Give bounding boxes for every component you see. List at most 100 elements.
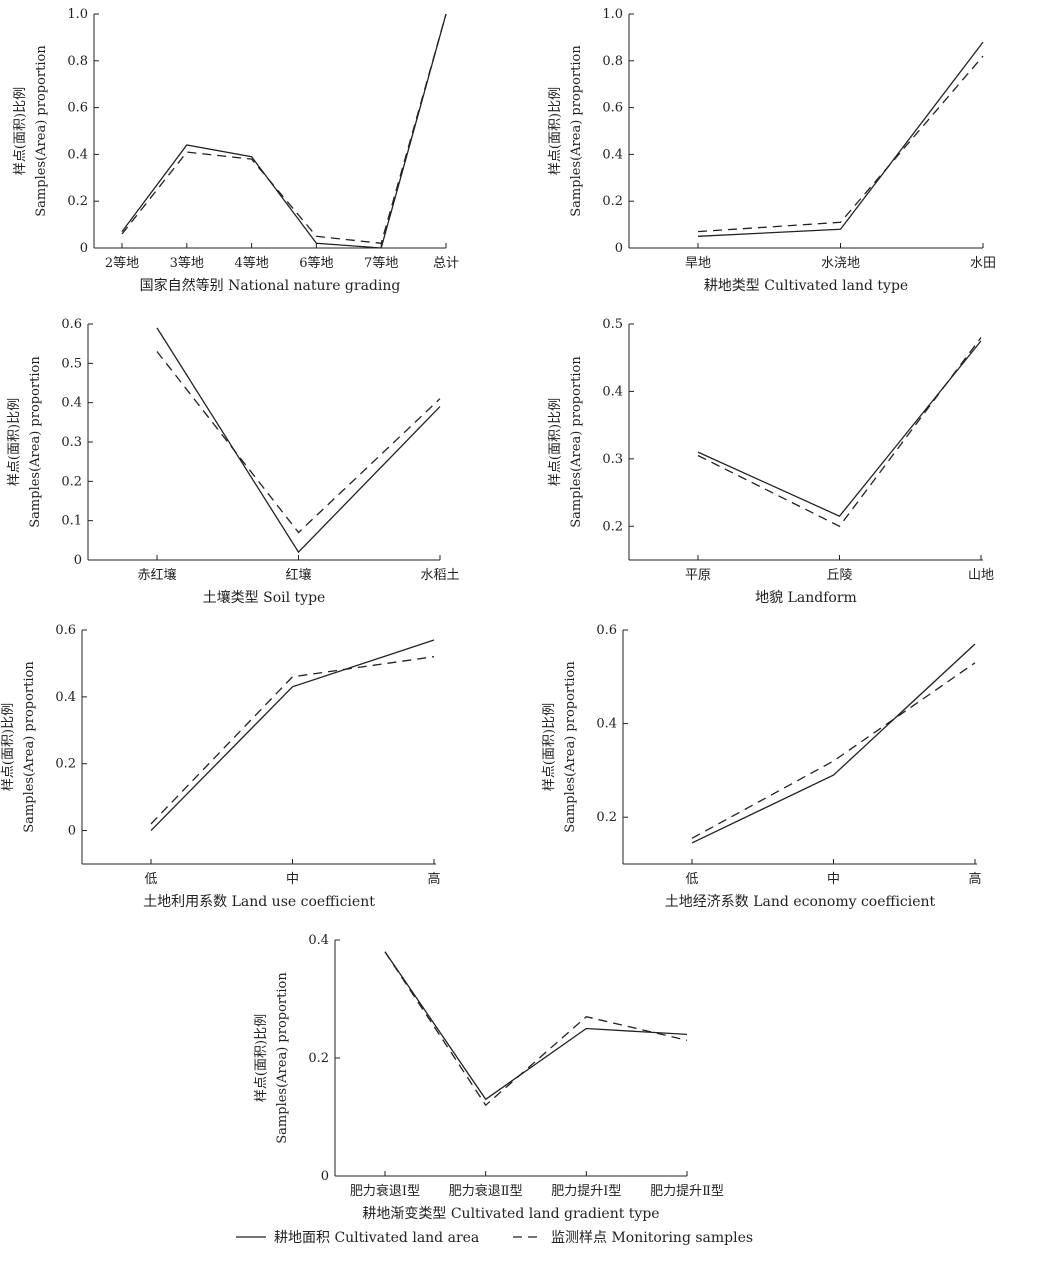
x-tick-label: 山地 <box>968 568 994 583</box>
y-tick-label: 0.2 <box>308 1051 329 1066</box>
y-tick-label: 0.2 <box>67 194 88 209</box>
x-tick-label: 肥力衰退Ⅱ型 <box>449 1183 523 1199</box>
x-axis-label: 土地利用系数 Land use coefficient <box>143 894 375 910</box>
series-line-cultivated <box>691 643 976 844</box>
series-line-monitoring <box>121 13 447 245</box>
x-tick-label: 水浇地 <box>821 256 860 271</box>
y-tick-label: 0.3 <box>61 435 82 450</box>
x-tick-label: 赤红壤 <box>137 567 176 583</box>
series-line-cultivated <box>697 41 984 237</box>
y-tick-label: 0.6 <box>596 623 617 638</box>
y-tick-label: 0.3 <box>602 452 623 467</box>
series-line-cultivated <box>121 13 447 249</box>
series-line-monitoring <box>384 951 688 1107</box>
series-line-cultivated <box>384 951 688 1101</box>
x-tick-label: 3等地 <box>170 255 204 271</box>
y-tick-label: 0.4 <box>596 717 617 732</box>
y-tick-label: 0.4 <box>308 933 329 948</box>
x-tick-label: 平原 <box>685 568 711 583</box>
y-tick-label: 0.5 <box>61 356 82 371</box>
x-tick-label: 6等地 <box>299 255 333 271</box>
y-tick-label: 0 <box>74 553 82 568</box>
legend: 耕地面积 Cultivated land area 监测样点 Monitorin… <box>236 1229 753 1246</box>
y-tick-label: 0.8 <box>67 54 88 69</box>
x-tick-label: 丘陵 <box>826 568 852 583</box>
x-tick-label: 7等地 <box>364 255 398 271</box>
x-tick-label: 水稻土 <box>420 568 459 583</box>
y-tick-label: 0.4 <box>61 396 82 411</box>
y-axis-label: 样点(面积)比例 <box>254 1014 269 1102</box>
series-line-monitoring <box>697 55 984 233</box>
y-tick-label: 0.4 <box>602 384 623 399</box>
y-tick-label: 0.2 <box>602 519 623 534</box>
y-tick-label: 0.6 <box>55 623 76 638</box>
y-tick-label: 0 <box>68 824 76 839</box>
y-axis-label: Samples(Area) proportion <box>569 356 584 528</box>
x-tick-label: 中 <box>286 872 299 887</box>
x-tick-label: 低 <box>685 872 698 887</box>
charts-layer: 0 0.2 0.4 0.6 0.8 1.0 2等地 3等地 4等地 6等地 7等地 总计国家自然等别 … <box>1 7 996 1222</box>
y-tick-label: 0.2 <box>602 194 623 209</box>
y-axis-label: Samples(Area) proportion <box>28 356 43 528</box>
x-axis-label: 地貌 Landform <box>755 590 857 606</box>
y-axis-label: 样点(面积)比例 <box>548 398 563 486</box>
y-axis-label: Samples(Area) proportion <box>22 661 37 833</box>
y-axis-label: Samples(Area) proportion <box>34 45 49 217</box>
x-tick-label: 肥力提升Ⅱ型 <box>650 1183 724 1199</box>
x-axis-label: 国家自然等别 National nature grading <box>140 277 401 294</box>
legend-cultivated-label: 耕地面积 Cultivated land area <box>274 1229 479 1246</box>
y-tick-label: 1.0 <box>67 7 88 22</box>
chart-panel-1: 0 0.2 0.4 0.6 0.8 1.0 2等地 3等地 4等地 6等地 7等地 总计国家自然等别 … <box>13 7 459 294</box>
y-tick-label: 0.1 <box>61 514 82 529</box>
y-axis-label: 样点(面积)比例 <box>542 703 557 791</box>
series-line-monitoring <box>697 337 982 528</box>
series-line-cultivated <box>156 327 441 554</box>
series-line-monitoring <box>691 662 976 839</box>
y-axis-label: 样点(面积)比例 <box>13 87 28 175</box>
x-tick-label: 低 <box>144 872 157 887</box>
series-line-cultivated <box>150 639 435 832</box>
x-tick-label: 中 <box>827 872 840 887</box>
y-axis-label: 样点(面积)比例 <box>1 703 16 791</box>
series-line-monitoring <box>156 351 441 534</box>
y-tick-label: 0.6 <box>602 101 623 116</box>
legend-monitoring-label: 监测样点 Monitoring samples <box>551 1230 753 1246</box>
y-tick-label: 0.2 <box>55 757 76 772</box>
x-tick-label: 高 <box>968 871 981 887</box>
x-axis-label: 耕地类型 Cultivated land type <box>704 277 908 294</box>
y-tick-label: 1.0 <box>602 7 623 22</box>
y-tick-label: 0.8 <box>602 54 623 69</box>
x-tick-label: 旱地 <box>685 256 711 271</box>
y-tick-label: 0.6 <box>61 317 82 332</box>
y-axis-label: Samples(Area) proportion <box>275 972 290 1144</box>
y-tick-label: 0.4 <box>602 147 623 162</box>
y-axis-label: Samples(Area) proportion <box>563 661 578 833</box>
x-axis-label: 耕地渐变类型 Cultivated land gradient type <box>362 1205 659 1222</box>
y-tick-label: 0 <box>80 241 88 256</box>
x-tick-label: 4等地 <box>234 255 268 271</box>
y-tick-label: 0.4 <box>55 690 76 705</box>
x-tick-label: 水田 <box>970 256 996 271</box>
y-axis-label: 样点(面积)比例 <box>7 398 22 486</box>
x-tick-label: 肥力提升Ⅰ型 <box>551 1183 621 1199</box>
y-tick-label: 0.2 <box>596 810 617 825</box>
x-tick-label: 2等地 <box>105 255 139 271</box>
x-axis-label: 土壤类型 Soil type <box>203 589 326 606</box>
y-tick-label: 0 <box>321 1169 329 1184</box>
y-axis-label: 样点(面积)比例 <box>548 87 563 175</box>
x-tick-label: 肥力衰退Ⅰ型 <box>350 1183 420 1199</box>
y-tick-label: 0.5 <box>602 317 623 332</box>
x-tick-label: 总计 <box>433 256 459 271</box>
x-tick-label: 高 <box>427 871 440 887</box>
y-tick-label: 0.2 <box>61 474 82 489</box>
y-axis-label: Samples(Area) proportion <box>569 45 584 217</box>
series-line-monitoring <box>150 656 435 825</box>
x-tick-label: 红壤 <box>285 567 311 583</box>
